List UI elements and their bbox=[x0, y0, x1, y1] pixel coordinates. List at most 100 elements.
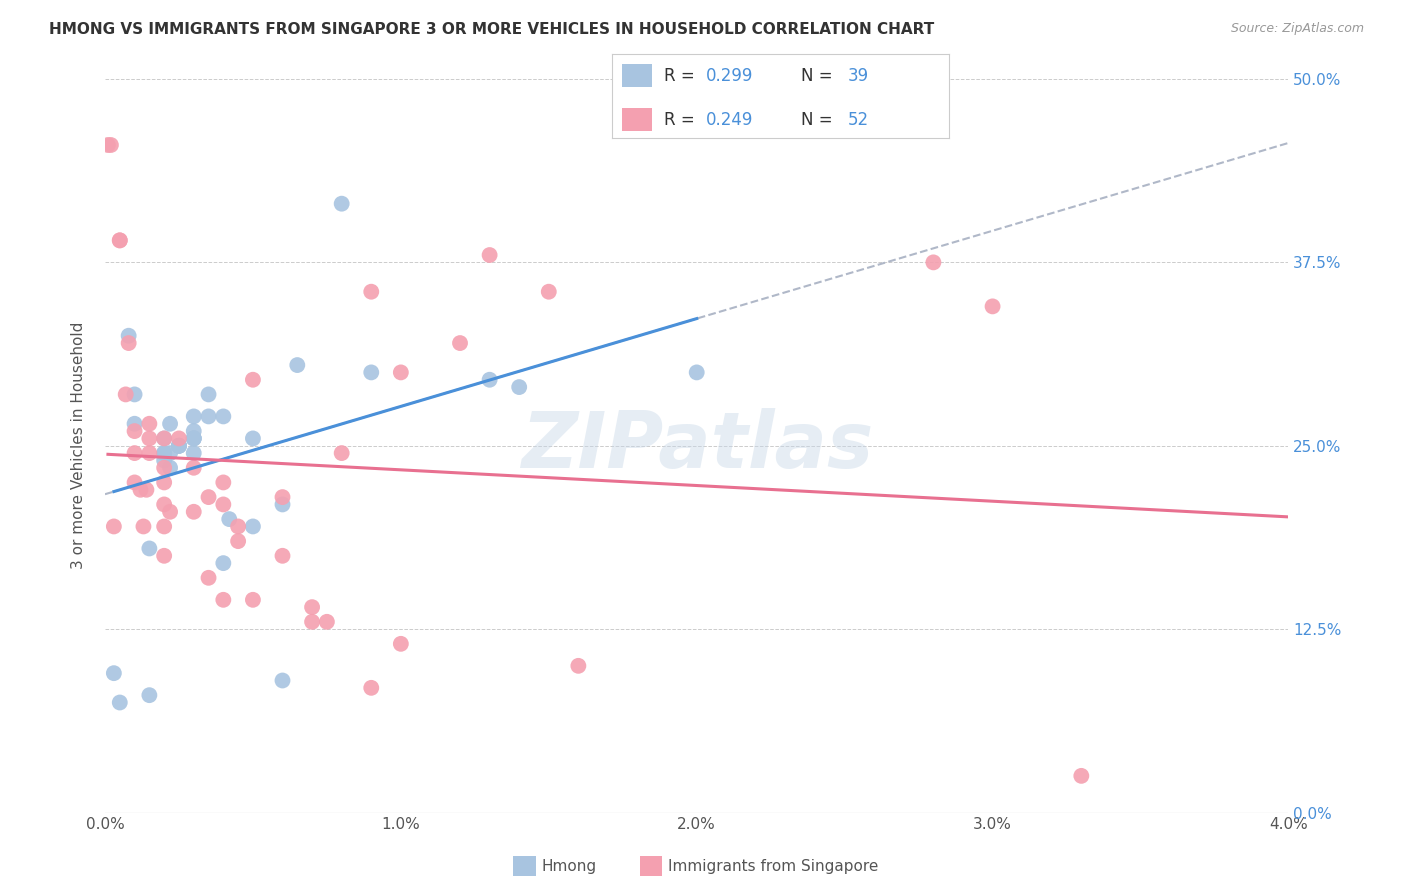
Point bbox=[567, 658, 589, 673]
Point bbox=[449, 336, 471, 351]
Point bbox=[197, 490, 219, 504]
Text: N =: N = bbox=[800, 111, 838, 128]
Text: 0.299: 0.299 bbox=[706, 67, 754, 85]
Point bbox=[271, 673, 294, 688]
Point bbox=[153, 453, 176, 467]
Point bbox=[285, 358, 308, 372]
Text: R =: R = bbox=[664, 67, 700, 85]
Point bbox=[108, 233, 131, 247]
Point bbox=[183, 409, 205, 424]
Point bbox=[138, 432, 160, 446]
Text: Immigrants from Singapore: Immigrants from Singapore bbox=[668, 859, 879, 873]
Point bbox=[212, 475, 235, 490]
Point bbox=[124, 424, 146, 438]
Point bbox=[159, 417, 181, 431]
Point bbox=[212, 592, 235, 607]
Point bbox=[153, 498, 176, 512]
Point bbox=[981, 299, 1004, 313]
Point bbox=[114, 387, 136, 401]
Point bbox=[197, 409, 219, 424]
Point bbox=[153, 432, 176, 446]
Point bbox=[138, 446, 160, 460]
Text: 0.249: 0.249 bbox=[706, 111, 754, 128]
Point bbox=[183, 446, 205, 460]
Point bbox=[226, 534, 249, 549]
Point bbox=[330, 446, 353, 460]
Point bbox=[197, 571, 219, 585]
Point bbox=[153, 446, 176, 460]
Text: 52: 52 bbox=[848, 111, 869, 128]
Point bbox=[167, 439, 190, 453]
Point bbox=[389, 637, 412, 651]
Point bbox=[103, 519, 125, 533]
Point bbox=[271, 490, 294, 504]
Point bbox=[1070, 769, 1092, 783]
Point bbox=[922, 255, 945, 269]
Point bbox=[218, 512, 240, 526]
Point bbox=[138, 688, 160, 702]
Text: 39: 39 bbox=[848, 67, 869, 85]
Point bbox=[226, 519, 249, 533]
Point bbox=[103, 666, 125, 681]
Point bbox=[478, 373, 501, 387]
Point bbox=[315, 615, 337, 629]
Point bbox=[330, 196, 353, 211]
Point bbox=[301, 615, 323, 629]
Point bbox=[159, 460, 181, 475]
Point bbox=[153, 475, 176, 490]
Text: HMONG VS IMMIGRANTS FROM SINGAPORE 3 OR MORE VEHICLES IN HOUSEHOLD CORRELATION C: HMONG VS IMMIGRANTS FROM SINGAPORE 3 OR … bbox=[49, 22, 935, 37]
Point bbox=[138, 417, 160, 431]
FancyBboxPatch shape bbox=[621, 63, 652, 87]
Point bbox=[183, 432, 205, 446]
Point bbox=[100, 138, 122, 153]
Point bbox=[108, 696, 131, 710]
Y-axis label: 3 or more Vehicles in Household: 3 or more Vehicles in Household bbox=[72, 322, 86, 569]
Point bbox=[159, 446, 181, 460]
Point bbox=[271, 549, 294, 563]
Point bbox=[97, 138, 120, 153]
Point bbox=[183, 432, 205, 446]
Point bbox=[153, 519, 176, 533]
Point bbox=[389, 365, 412, 379]
Point bbox=[124, 446, 146, 460]
Point bbox=[242, 592, 264, 607]
Point bbox=[301, 600, 323, 615]
Point bbox=[212, 556, 235, 570]
Point bbox=[129, 483, 152, 497]
Point bbox=[167, 432, 190, 446]
Point bbox=[153, 446, 176, 460]
Point bbox=[537, 285, 560, 299]
Point bbox=[118, 336, 141, 351]
Point bbox=[183, 432, 205, 446]
Point bbox=[153, 432, 176, 446]
Point bbox=[360, 365, 382, 379]
Point bbox=[153, 549, 176, 563]
Point bbox=[360, 285, 382, 299]
Point bbox=[132, 519, 155, 533]
Point bbox=[478, 248, 501, 262]
Point bbox=[159, 505, 181, 519]
Point bbox=[153, 460, 176, 475]
Point bbox=[183, 424, 205, 438]
Point bbox=[167, 439, 190, 453]
Point bbox=[242, 519, 264, 533]
Point bbox=[108, 233, 131, 247]
Point bbox=[242, 373, 264, 387]
Point bbox=[686, 365, 709, 379]
Point bbox=[183, 505, 205, 519]
Point bbox=[183, 460, 205, 475]
Point bbox=[135, 483, 157, 497]
Point bbox=[138, 541, 160, 556]
Text: Source: ZipAtlas.com: Source: ZipAtlas.com bbox=[1230, 22, 1364, 36]
Point bbox=[118, 328, 141, 343]
Point bbox=[271, 498, 294, 512]
Point bbox=[124, 475, 146, 490]
Point bbox=[360, 681, 382, 695]
Point bbox=[508, 380, 530, 394]
FancyBboxPatch shape bbox=[621, 108, 652, 131]
Text: N =: N = bbox=[800, 67, 838, 85]
Text: ZIPatlas: ZIPatlas bbox=[520, 408, 873, 483]
Text: R =: R = bbox=[664, 111, 700, 128]
Point bbox=[167, 439, 190, 453]
Point bbox=[197, 387, 219, 401]
